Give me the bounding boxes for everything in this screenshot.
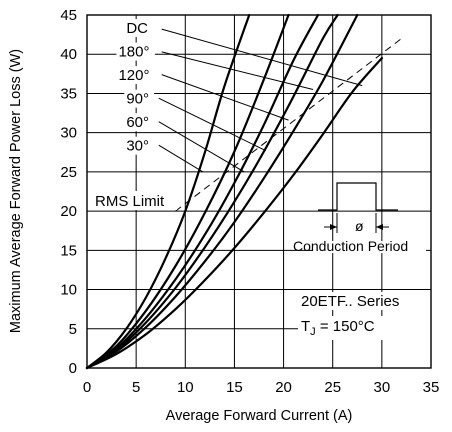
x-tick-label: 20 [275, 379, 292, 396]
y-tick-label: 15 [60, 242, 77, 259]
phi-label: ø [355, 218, 364, 234]
series-line-180deg [85, 13, 359, 370]
series-name-label: 20ETF.. Series [301, 293, 399, 310]
leader-line [161, 28, 363, 87]
x-tick-label: 10 [177, 379, 194, 396]
curve-label-bg [124, 89, 155, 108]
y-tick-label: 40 [60, 46, 77, 63]
y-tick-label: 0 [69, 360, 77, 377]
rms-limit-label: RMS Limit [95, 193, 165, 210]
conduction-waveform [318, 182, 398, 211]
curve-label: 60° [126, 114, 149, 131]
rms-limit-label-group: RMS Limit [93, 191, 177, 210]
conduction-period-label: Conduction Period [293, 238, 408, 254]
series-annotation: 20ETF.. Series TJ = 150°C [298, 292, 432, 340]
curve-leader-lines [158, 28, 363, 173]
tick-labels: 0 5 10 15 20 25 30 35 0 5 10 15 20 25 30 35 40 45 [60, 7, 439, 396]
x-tick-label: 5 [132, 379, 140, 396]
tj-bg [298, 316, 432, 340]
curve-label: 90° [126, 91, 149, 108]
x-tick-label: 35 [423, 379, 440, 396]
y-axis-title: Maximum Average Forward Power Loss (W) [8, 49, 24, 333]
leader-line [161, 74, 289, 121]
y-tick-label: 30 [60, 125, 77, 142]
series-line-dc [85, 57, 383, 370]
series-name-bg [298, 292, 430, 310]
curve-label-bg [116, 66, 155, 85]
arrowhead-right [376, 224, 383, 230]
x-tick-label: 15 [226, 379, 243, 396]
x-tick-label: 0 [83, 379, 91, 396]
x-tick-label: 30 [374, 379, 391, 396]
curve-label: 120° [118, 67, 149, 84]
curve-labels: DC 180° 120° 90° 60° 30° [116, 19, 155, 155]
rms-label-bg [93, 191, 177, 210]
y-tick-label: 20 [60, 203, 77, 220]
curve-label-bg [116, 42, 155, 61]
curve-label-bg [124, 19, 146, 38]
x-tick-label: 25 [324, 379, 341, 396]
curve-label: 180° [118, 44, 149, 61]
conduction-bg [312, 241, 426, 253]
phi-bg [335, 182, 377, 196]
curve-label-bg [124, 113, 155, 132]
junction-temp-label: TJ = 150°C [301, 318, 375, 338]
curve-label: DC [126, 20, 148, 37]
series-line-90deg [85, 13, 320, 370]
series-line-60deg [85, 13, 290, 370]
y-tick-label: 45 [60, 7, 77, 24]
plot-frame [86, 14, 432, 369]
y-tick-label: 35 [60, 85, 77, 102]
conduction-period-inset: ø Conduction Period [293, 182, 426, 254]
arrowhead-left [330, 224, 337, 230]
leader-line [158, 144, 204, 173]
curve-label-bg [124, 136, 155, 155]
y-tick-label: 5 [69, 321, 77, 338]
leader-line [161, 51, 314, 91]
series-line-30deg [85, 13, 251, 370]
series-curves [85, 13, 383, 370]
y-tick-label: 10 [60, 282, 77, 299]
curve-label: 30° [126, 138, 149, 155]
series-line-120deg [85, 13, 339, 370]
x-axis-title: Average Forward Current (A) [166, 408, 353, 424]
y-tick-label: 25 [60, 164, 77, 181]
